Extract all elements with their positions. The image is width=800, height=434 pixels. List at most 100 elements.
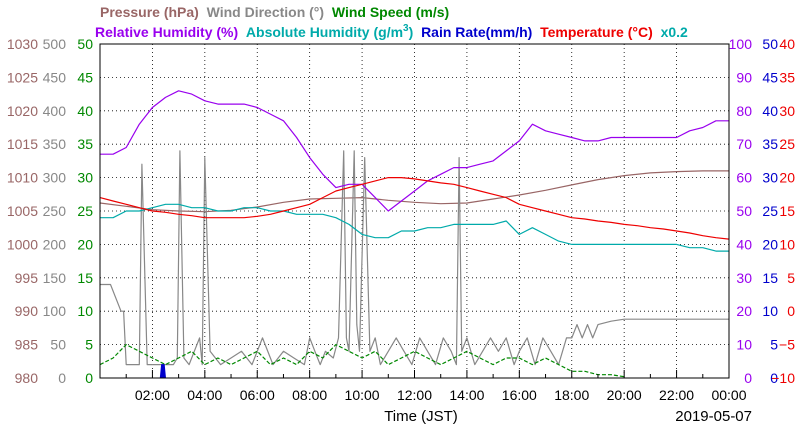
legend-space: [199, 4, 207, 20]
y-tick-label: 10: [77, 303, 93, 319]
x-tick-label: 12:00: [397, 387, 432, 403]
axis-tick-labels: 9809859909951000100510101015102010251030…: [7, 36, 795, 386]
y-tick-label: 35: [762, 136, 778, 152]
y-tick-label: 20: [736, 303, 752, 319]
y-tick-label: 20: [779, 170, 795, 186]
y-tick-label: 150: [43, 270, 67, 286]
y-tick-label: 35: [77, 136, 93, 152]
legend: Pressure (hPa) Wind Direction (°) Wind S…: [95, 4, 688, 40]
series-line: [99, 170, 729, 213]
series-line: [100, 203, 729, 252]
y-tick-label: 10: [779, 236, 795, 252]
y-tick-label: 50: [50, 337, 66, 353]
y-tick-label: 50: [77, 36, 93, 52]
legend-space: [324, 4, 332, 20]
legend-entry: Temperature (°C): [540, 24, 653, 40]
y-tick-label: 0: [787, 303, 795, 319]
y-tick-label: 20: [77, 236, 93, 252]
y-tick-label: 500: [43, 36, 67, 52]
legend-entry: x0.2: [661, 24, 688, 40]
y-tick-label: 70: [736, 136, 752, 152]
x-axis-label: Time (JST): [384, 408, 458, 425]
legend-space: [238, 24, 246, 40]
legend-entry: Wind Speed (m/s): [332, 4, 449, 20]
y-tick-label: 30: [779, 103, 795, 119]
y-tick-label: 10: [736, 337, 752, 353]
y-tick-label: −5: [779, 337, 795, 353]
legend-close: ): [409, 24, 414, 40]
date-label: 2019-05-07: [675, 408, 752, 425]
y-tick-label: 40: [736, 236, 752, 252]
y-tick-label: 990: [15, 303, 39, 319]
y-tick-label: 450: [43, 69, 67, 85]
y-tick-label: 90: [736, 69, 752, 85]
y-tick-label: 5: [787, 270, 795, 286]
x-tick-label: 00:00: [711, 387, 746, 403]
series-line: [100, 150, 729, 366]
y-tick-label: 40: [762, 103, 778, 119]
y-tick-label: 45: [762, 69, 778, 85]
y-tick-label: 300: [43, 170, 67, 186]
y-tick-label: 0: [770, 370, 778, 386]
legend-entry: Pressure (hPa): [100, 4, 199, 20]
x-tick-label: 14:00: [449, 387, 484, 403]
y-tick-label: 60: [736, 170, 752, 186]
legend-space: [532, 24, 540, 40]
legend-row-1: Pressure (hPa) Wind Direction (°) Wind S…: [100, 4, 449, 20]
y-tick-label: 1000: [7, 236, 38, 252]
x-tick-label: 20:00: [607, 387, 642, 403]
y-tick-label: 15: [77, 270, 93, 286]
y-tick-label: 1025: [7, 69, 38, 85]
x-tick-label: 06:00: [240, 387, 275, 403]
legend-space: [653, 24, 661, 40]
y-tick-label: 100: [729, 36, 753, 52]
y-tick-label: 0: [58, 370, 66, 386]
y-tick-label: 15: [779, 203, 795, 219]
y-tick-label: 25: [762, 203, 778, 219]
y-tick-label: 995: [15, 270, 39, 286]
x-tick-label: 02:00: [135, 387, 170, 403]
y-tick-label: 980: [15, 370, 39, 386]
series-line: [99, 344, 625, 378]
y-tick-label: 45: [77, 69, 93, 85]
y-tick-label: 985: [15, 337, 39, 353]
legend-entry: Rain Rate(mm/h): [421, 24, 532, 40]
y-tick-label: 25: [779, 136, 795, 152]
y-tick-label: 50: [762, 36, 778, 52]
legend-row-2: Relative Humidity (%) Absolute Humidity …: [95, 23, 688, 40]
y-tick-label: 1030: [7, 36, 38, 52]
x-tick-label: 18:00: [554, 387, 589, 403]
legend-superscript: 3: [403, 23, 409, 34]
y-tick-label: 1020: [7, 103, 38, 119]
y-tick-label: 15: [762, 270, 778, 286]
y-tick-label: 350: [43, 136, 67, 152]
legend-space: [413, 24, 421, 40]
legend-entry: Wind Direction (°): [207, 4, 324, 20]
y-tick-label: 30: [77, 170, 93, 186]
x-tick-label: 08:00: [292, 387, 327, 403]
y-tick-label: 40: [779, 36, 795, 52]
x-tick-label: 16:00: [502, 387, 537, 403]
y-tick-label: 1005: [7, 203, 38, 219]
y-tick-label: 5: [85, 337, 93, 353]
y-tick-label: 80: [736, 103, 752, 119]
y-tick-label: 1015: [7, 136, 38, 152]
y-tick-label: 30: [762, 170, 778, 186]
x-tick-label: 22:00: [659, 387, 694, 403]
y-tick-label: −10: [771, 370, 795, 386]
y-tick-label: 100: [43, 303, 67, 319]
y-tick-label: 50: [736, 203, 752, 219]
legend-entry: Relative Humidity (%): [95, 24, 238, 40]
x-tick-label: 10:00: [345, 387, 380, 403]
y-tick-label: 20: [762, 236, 778, 252]
series-layer: [99, 90, 730, 379]
y-tick-label: 10: [762, 303, 778, 319]
legend-entry: Absolute Humidity (g/m: [246, 24, 403, 40]
y-tick-label: 250: [43, 203, 67, 219]
y-tick-label: 25: [77, 203, 93, 219]
x-tick-label: 04:00: [187, 387, 222, 403]
y-tick-label: 400: [43, 103, 67, 119]
y-tick-label: 1010: [7, 170, 38, 186]
series-line: [99, 177, 730, 240]
